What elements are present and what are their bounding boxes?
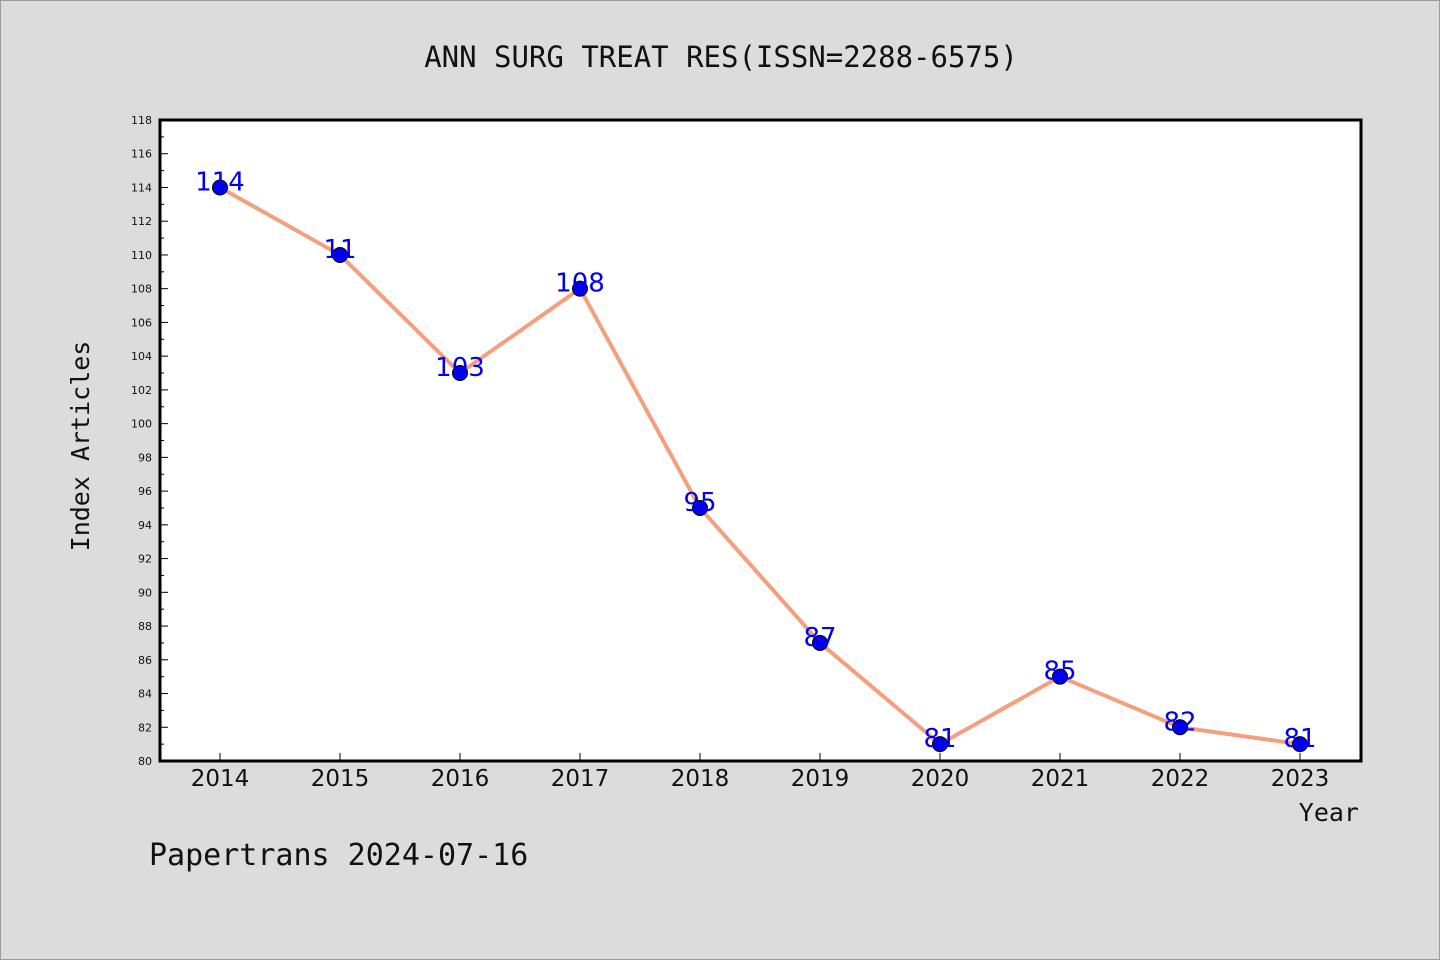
data-point xyxy=(812,634,828,651)
y-axis-label: Index Articles xyxy=(66,341,95,552)
y-tick-label: 92 xyxy=(138,553,152,566)
x-tick-label: 2014 xyxy=(191,766,250,792)
y-tick-label: 94 xyxy=(138,519,152,532)
data-label: 11 xyxy=(323,235,356,265)
y-tick-label: 84 xyxy=(138,688,152,701)
x-tick-label: 2015 xyxy=(311,766,370,792)
data-point xyxy=(212,179,228,196)
data-point xyxy=(452,365,468,382)
y-tick-label: 114 xyxy=(131,181,152,194)
data-label: 87 xyxy=(803,623,836,653)
x-tick-label: 2021 xyxy=(1031,766,1090,792)
y-tick-label: 86 xyxy=(138,654,152,667)
data-label: 103 xyxy=(435,353,485,383)
data-point xyxy=(1052,668,1068,685)
data-point xyxy=(932,736,948,753)
data-labels-group: 114 11 103 108 95 87 81 85 82 81 xyxy=(195,167,1316,754)
plot-area xyxy=(160,120,1361,761)
data-point xyxy=(1172,719,1188,736)
data-label: 114 xyxy=(195,167,245,197)
chart-title: ANN SURG TREAT RES(ISSN=2288-6575) xyxy=(424,40,1018,74)
y-tick-label: 110 xyxy=(131,249,152,262)
data-point xyxy=(332,246,348,263)
y-tick-label: 100 xyxy=(131,418,152,431)
y-tick-label: 112 xyxy=(131,215,152,228)
data-label: 82 xyxy=(1163,707,1196,737)
x-tick-label: 2016 xyxy=(431,766,490,792)
data-label: 85 xyxy=(1043,657,1076,687)
data-point xyxy=(572,280,588,297)
series-line xyxy=(218,185,1302,747)
y-tick-label: 90 xyxy=(138,586,152,599)
x-tick-label: 2019 xyxy=(791,766,850,792)
data-label: 108 xyxy=(555,269,605,299)
x-tick-label: 2022 xyxy=(1151,766,1210,792)
data-point xyxy=(692,499,708,516)
footer-credit: Papertrans 2024-07-16 xyxy=(149,838,528,873)
x-tick-label: 2018 xyxy=(671,766,730,792)
y-tick-label: 108 xyxy=(131,283,152,296)
y-tick-label: 88 xyxy=(138,620,152,633)
data-point xyxy=(1292,736,1308,753)
y-tick-label: 116 xyxy=(131,148,152,161)
y-axis-ticks: 80 82 84 86 88 90 92 94 96 98 100 102 104 106 108 110 11… xyxy=(131,114,168,768)
y-tick-label: 102 xyxy=(131,384,152,397)
y-tick-label: 80 xyxy=(138,755,152,768)
x-tick-label: 2020 xyxy=(911,766,970,792)
data-label: 81 xyxy=(1283,724,1316,754)
y-tick-label: 106 xyxy=(131,316,152,329)
data-label: 81 xyxy=(923,724,956,754)
y-tick-label: 96 xyxy=(138,485,152,498)
y-tick-label: 104 xyxy=(131,350,152,363)
y-tick-label: 98 xyxy=(138,451,152,464)
x-tick-label: 2017 xyxy=(551,766,610,792)
x-axis-ticks: 2014 2015 2016 2017 2018 2019 2020 2021 2022 2023 xyxy=(191,753,1330,792)
y-tick-label: 82 xyxy=(138,721,152,734)
series-line-group xyxy=(212,179,1308,753)
y-tick-label: 118 xyxy=(131,114,152,127)
x-tick-label: 2023 xyxy=(1271,766,1330,792)
plot-frame xyxy=(158,118,1363,763)
x-axis-label: Year xyxy=(1299,798,1359,827)
data-label: 95 xyxy=(683,488,716,518)
